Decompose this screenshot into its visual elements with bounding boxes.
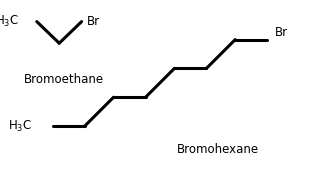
Text: Br: Br <box>86 15 100 28</box>
Text: H$_3$C: H$_3$C <box>8 118 32 134</box>
Text: Bromoethane: Bromoethane <box>24 73 104 86</box>
Text: H$_3$C: H$_3$C <box>0 14 19 29</box>
Text: Bromohexane: Bromohexane <box>177 143 259 156</box>
Text: Br: Br <box>275 26 288 39</box>
